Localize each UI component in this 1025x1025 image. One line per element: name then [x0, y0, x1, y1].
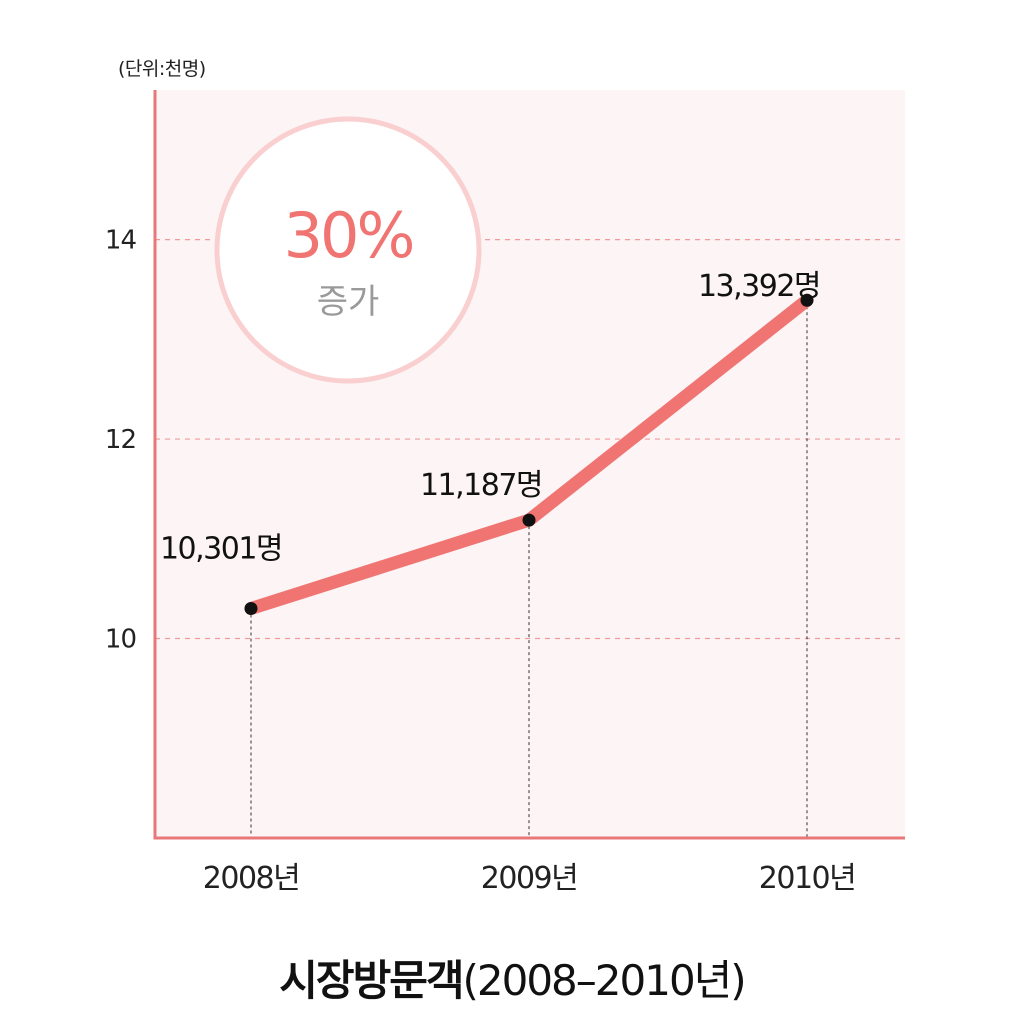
- y-tick-labels: 10 12 14: [105, 226, 138, 655]
- chart-title-main: 시장방문객: [279, 956, 462, 1005]
- x-tick-label: 2008년: [203, 861, 299, 896]
- increase-badge: 30% 증가: [214, 116, 482, 384]
- chart-title-suffix: (2008–2010년): [463, 956, 745, 1005]
- unit-label: (단위:천명): [118, 58, 206, 80]
- data-point: [244, 602, 258, 616]
- y-tick-label: 10: [105, 625, 136, 655]
- x-tick-label: 2010년: [759, 861, 855, 896]
- badge-caption: 증가: [317, 282, 380, 322]
- data-label: 11,187명: [420, 468, 542, 503]
- drop-lines: [250, 300, 808, 838]
- data-labels: 10,301명 11,187명 13,392명: [160, 269, 822, 567]
- data-point: [522, 513, 536, 527]
- badge-percent: 30%: [284, 199, 413, 272]
- x-tick-label: 2009년: [481, 861, 577, 896]
- chart-title: 시장방문객(2008–2010년): [279, 956, 744, 1005]
- badge-ring: [214, 116, 482, 384]
- axes: [153, 90, 905, 840]
- data-label: 10,301명: [160, 532, 282, 567]
- data-point: [800, 293, 814, 307]
- y-tick-label: 12: [105, 425, 136, 455]
- x-tick-labels: 2008년 2009년 2010년: [203, 861, 857, 896]
- data-points: [244, 293, 814, 616]
- y-tick-label: 14: [105, 226, 137, 256]
- data-label: 13,392명: [698, 269, 820, 304]
